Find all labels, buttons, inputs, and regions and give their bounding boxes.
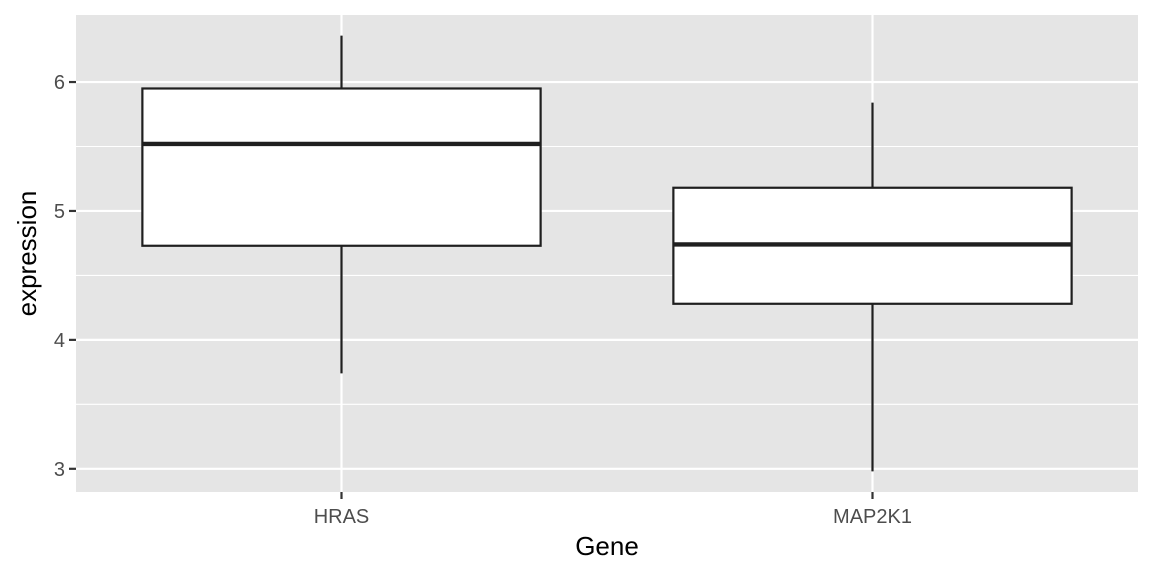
- x-axis: HRAS MAP2K1: [314, 492, 912, 528]
- boxes: [141, 35, 1073, 472]
- y-tick-label: 3: [54, 459, 65, 481]
- x-tick-label: MAP2K1: [833, 506, 912, 528]
- interquartile-box: [141, 87, 542, 247]
- y-axis: 3 4 5 6: [54, 72, 76, 481]
- y-tick-label: 4: [54, 330, 65, 352]
- x-axis-title: Gene: [575, 531, 639, 561]
- y-tick-label: 6: [54, 72, 65, 94]
- y-axis-title: expression: [12, 191, 42, 317]
- box-map2k1: [672, 102, 1073, 472]
- y-tick-label: 5: [54, 201, 65, 223]
- box-hras: [141, 35, 542, 374]
- x-tick-label: HRAS: [314, 506, 370, 528]
